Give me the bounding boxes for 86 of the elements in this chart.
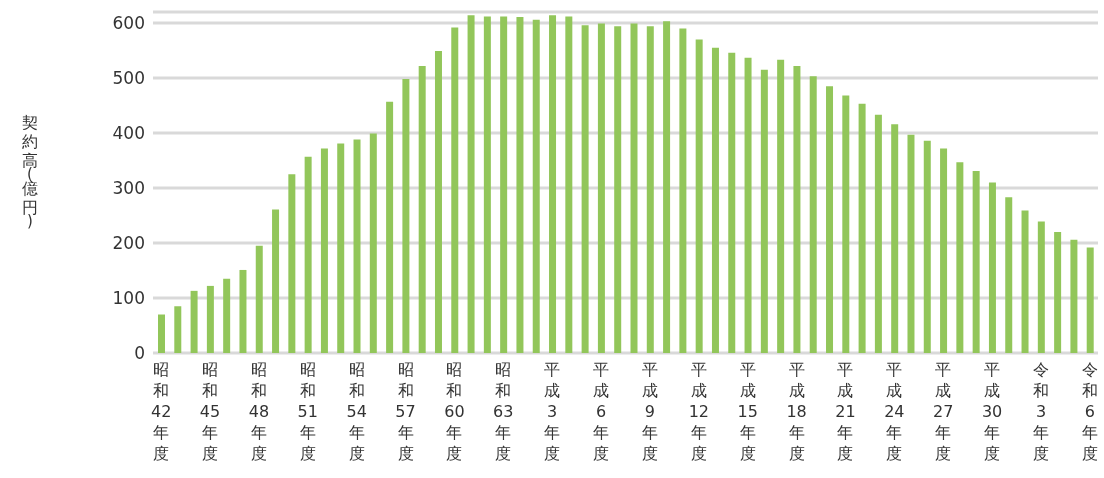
x-tick-label: 平成21年度 [835, 360, 856, 463]
bar [255, 245, 263, 353]
bar [1054, 232, 1062, 353]
bar [646, 26, 654, 353]
x-tick-label: 令和6年度 [1081, 360, 1098, 463]
bar [549, 15, 557, 353]
bar [451, 27, 459, 353]
bar [288, 174, 296, 353]
bar [728, 52, 736, 353]
bar [304, 156, 312, 353]
bar [809, 76, 817, 353]
bar [630, 23, 638, 353]
bar [581, 25, 589, 353]
bar [565, 16, 573, 353]
x-tick-label: 昭和51年度 [297, 360, 318, 463]
bar [760, 69, 768, 353]
bar [532, 19, 540, 353]
bar [1005, 197, 1013, 353]
bar [1070, 239, 1078, 353]
bar [1086, 247, 1094, 353]
bar [174, 306, 182, 353]
bar [206, 285, 214, 353]
x-tick-label: 平成9年度 [641, 360, 658, 463]
bar [891, 124, 899, 353]
x-tick-label: 平成15年度 [737, 360, 758, 463]
bar [826, 86, 834, 353]
bar [483, 16, 491, 353]
y-tick-label: 100 [112, 288, 145, 309]
bar [369, 133, 377, 353]
x-tick-label: 昭和60年度 [444, 360, 465, 463]
bar [386, 101, 394, 353]
bar [402, 79, 410, 353]
bar [353, 139, 361, 353]
bar [418, 65, 426, 353]
bar [597, 23, 605, 353]
x-tick-label: 昭和45年度 [199, 360, 221, 463]
x-tick-label: 平成12年度 [688, 360, 709, 463]
x-tick-label: 平成18年度 [786, 360, 807, 463]
bar [874, 114, 882, 353]
bar [223, 278, 231, 353]
bar [1037, 221, 1045, 353]
y-axis-title: 契約高(億円) [22, 113, 38, 230]
bar [956, 162, 964, 353]
bar [158, 314, 165, 353]
bar [239, 269, 247, 353]
y-tick-label: 600 [112, 13, 145, 34]
bar [320, 148, 328, 353]
bar [679, 28, 687, 353]
x-tick-label: 昭和54年度 [346, 360, 367, 463]
bar [972, 170, 980, 353]
bar [711, 47, 719, 353]
bar [272, 209, 280, 353]
x-tick-label: 昭和42年度 [150, 360, 172, 463]
y-tick-label: 300 [112, 178, 145, 199]
bar [744, 57, 752, 353]
bar [793, 65, 801, 353]
bar [500, 16, 508, 353]
x-tick-label: 平成3年度 [544, 360, 561, 463]
y-tick-label: 500 [112, 68, 145, 89]
bar [858, 103, 866, 353]
bar [695, 39, 703, 353]
bar [940, 148, 948, 353]
x-tick-label: 平成27年度 [933, 360, 954, 463]
bar [1021, 210, 1029, 353]
x-tick-label: 平成30年度 [981, 360, 1003, 463]
x-tick-label: 昭和57年度 [395, 360, 416, 463]
x-tick-label: 平成6年度 [593, 360, 610, 463]
x-tick-label: 平成24年度 [884, 360, 905, 463]
bar [516, 16, 524, 353]
bar [190, 290, 198, 353]
bar [663, 21, 671, 353]
bar [467, 15, 475, 353]
y-tick-label: 400 [112, 123, 145, 144]
x-tick-label: 令和3年度 [1032, 360, 1049, 463]
bar [777, 59, 785, 353]
bar [337, 143, 345, 353]
x-tick-label: 昭和63年度 [493, 360, 514, 463]
bar [434, 51, 442, 353]
bar [614, 26, 622, 353]
x-tick-label: 昭和48年度 [248, 360, 270, 463]
bar [923, 140, 931, 353]
y-tick-label: 200 [112, 233, 145, 254]
y-tick-label: 0 [134, 343, 145, 364]
bar [988, 182, 996, 353]
bar [907, 134, 915, 353]
bar [842, 95, 850, 353]
